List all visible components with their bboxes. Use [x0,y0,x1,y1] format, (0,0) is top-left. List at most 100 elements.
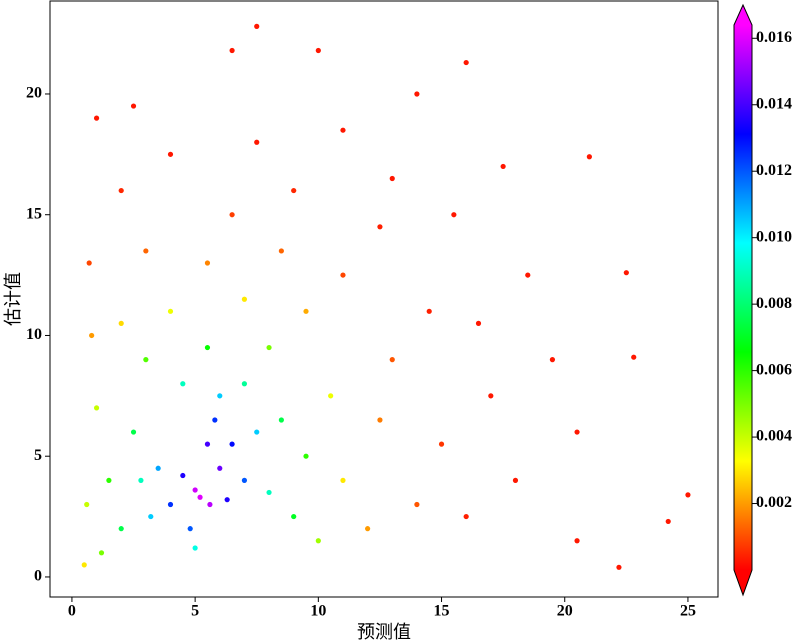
point [463,513,469,520]
point [180,472,186,479]
point [254,429,260,435]
y-tick-label: 5 [34,447,42,464]
point [187,526,193,532]
x-tick-label: 0 [68,603,76,620]
x-tick-label: 25 [680,603,696,620]
point [204,441,211,447]
point [291,187,297,194]
point [167,151,174,157]
point [192,545,198,551]
point [86,260,92,266]
point [106,477,112,483]
point [229,212,235,218]
colorbar-tick-label: 0.002 [756,494,792,511]
point [241,477,248,483]
point [315,47,321,54]
point [155,465,161,471]
point [254,139,260,145]
point [192,487,198,493]
colorbar-tick-label: 0.016 [756,29,792,46]
x-axis-label: 预测值 [357,622,411,643]
point [328,393,334,399]
point [426,308,432,314]
point [340,127,346,133]
point [549,357,556,363]
point [204,260,211,266]
colorbar-tick-label: 0.006 [756,361,792,378]
colorbar-tick-label: 0.014 [756,95,792,112]
point [241,296,248,302]
point [93,405,100,411]
point [438,441,445,447]
y-tick-label: 20 [26,85,42,102]
point [81,562,87,568]
point [138,477,144,483]
point [130,429,137,435]
point [377,417,383,423]
x-tick-label: 20 [557,603,573,620]
point [118,187,124,194]
point [451,212,457,218]
point [212,417,218,423]
point [414,91,420,97]
x-tick-label: 15 [434,603,450,620]
plot-frame [49,0,719,598]
point [118,320,124,326]
point [340,477,346,483]
colorbar-tick-label: 0.008 [756,295,792,312]
colorbar [734,25,752,570]
x-tick-label: 5 [191,603,199,620]
point [130,103,137,109]
point [197,494,203,500]
colorbar-tick-label: 0.012 [756,162,792,179]
point [98,550,105,556]
point [303,453,309,459]
point [84,501,90,508]
point [623,270,629,276]
point [512,477,519,483]
point [365,526,371,532]
point [525,272,531,278]
point [148,513,154,520]
x-tick-label: 10 [310,603,326,620]
point [574,538,580,544]
point [665,518,671,525]
point [685,492,691,498]
point [207,501,213,508]
y-axis-label: 估计值 [3,272,24,326]
point [143,248,149,254]
point [586,154,592,160]
point [229,441,235,447]
point [89,332,95,339]
y-tick-label: 0 [34,568,42,585]
point [266,344,272,351]
point [340,272,346,278]
colorbar-tick-label: 0.010 [756,228,792,245]
colorbar-tick-label: 0.004 [756,428,792,445]
point [254,23,260,29]
point [414,501,420,508]
colorbar-extend-bottom [734,570,752,595]
point [167,501,174,508]
point [143,357,149,363]
point [303,308,309,314]
point [180,381,186,387]
point [291,513,297,520]
colorbar-frame [733,3,753,597]
point [631,354,637,360]
point [616,564,622,570]
point [217,393,223,399]
colorbar-extend-top [734,5,752,25]
point [266,489,272,496]
point [224,497,230,503]
point [217,465,223,471]
point [389,357,395,363]
y-tick-label: 10 [26,326,42,343]
point [315,538,321,544]
point [204,344,211,351]
point [167,308,174,314]
point [93,115,100,121]
point [278,417,284,423]
point [229,47,235,54]
